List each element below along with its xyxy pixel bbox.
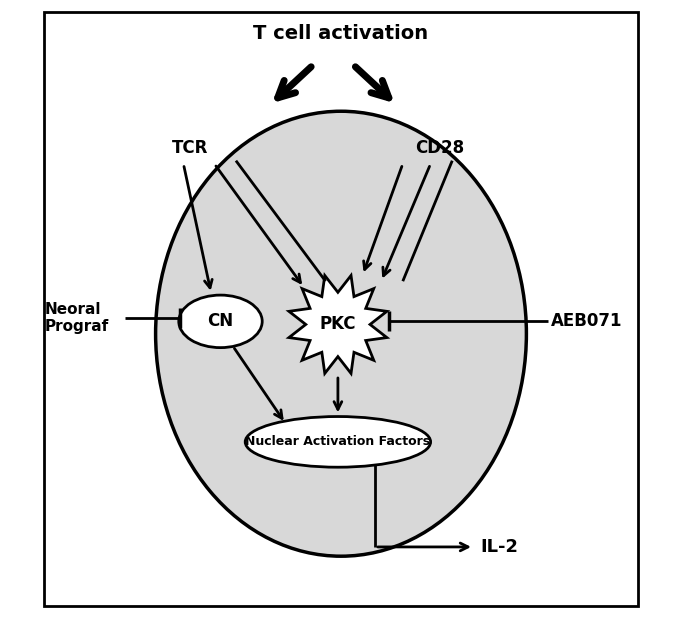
Ellipse shape: [179, 295, 262, 347]
Text: AEB071: AEB071: [551, 312, 623, 331]
Text: PKC: PKC: [320, 315, 356, 334]
Ellipse shape: [246, 417, 430, 467]
Text: Prograf: Prograf: [44, 319, 108, 334]
Text: Nuclear Activation Factors: Nuclear Activation Factors: [246, 435, 430, 449]
Text: TCR: TCR: [171, 139, 208, 158]
Polygon shape: [289, 276, 387, 373]
Text: Neoral: Neoral: [44, 302, 101, 316]
Ellipse shape: [155, 111, 527, 556]
Text: CN: CN: [207, 312, 233, 331]
Text: IL-2: IL-2: [480, 538, 518, 556]
Text: T cell activation: T cell activation: [254, 25, 428, 43]
Text: CD28: CD28: [415, 139, 464, 158]
